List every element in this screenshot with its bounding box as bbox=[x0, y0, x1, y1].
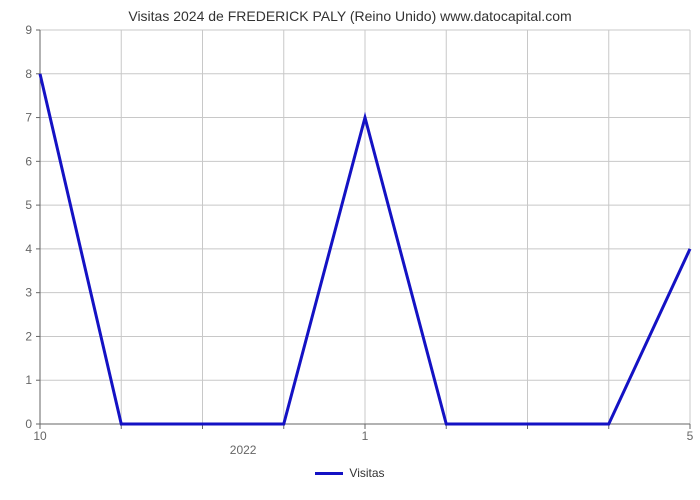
legend-label: Visitas bbox=[349, 466, 384, 480]
svg-text:2: 2 bbox=[25, 329, 32, 343]
svg-text:2022: 2022 bbox=[230, 443, 257, 457]
svg-text:4: 4 bbox=[25, 242, 32, 256]
legend-swatch bbox=[315, 472, 343, 475]
svg-text:1: 1 bbox=[362, 429, 369, 443]
svg-text:8: 8 bbox=[25, 67, 32, 81]
chart-legend: Visitas bbox=[0, 466, 700, 480]
line-chart: 0 1 2 3 4 5 6 7 8 9 10 1 5 2022 bbox=[0, 24, 700, 464]
svg-text:6: 6 bbox=[25, 154, 32, 168]
svg-text:7: 7 bbox=[25, 111, 32, 125]
svg-text:1: 1 bbox=[25, 373, 32, 387]
svg-text:9: 9 bbox=[25, 24, 32, 37]
chart-title: Visitas 2024 de FREDERICK PALY (Reino Un… bbox=[0, 0, 700, 24]
svg-text:5: 5 bbox=[687, 429, 694, 443]
svg-text:3: 3 bbox=[25, 286, 32, 300]
chart-container: Visitas 2024 de FREDERICK PALY (Reino Un… bbox=[0, 0, 700, 500]
svg-text:10: 10 bbox=[33, 429, 47, 443]
svg-text:5: 5 bbox=[25, 198, 32, 212]
svg-text:0: 0 bbox=[25, 417, 32, 431]
